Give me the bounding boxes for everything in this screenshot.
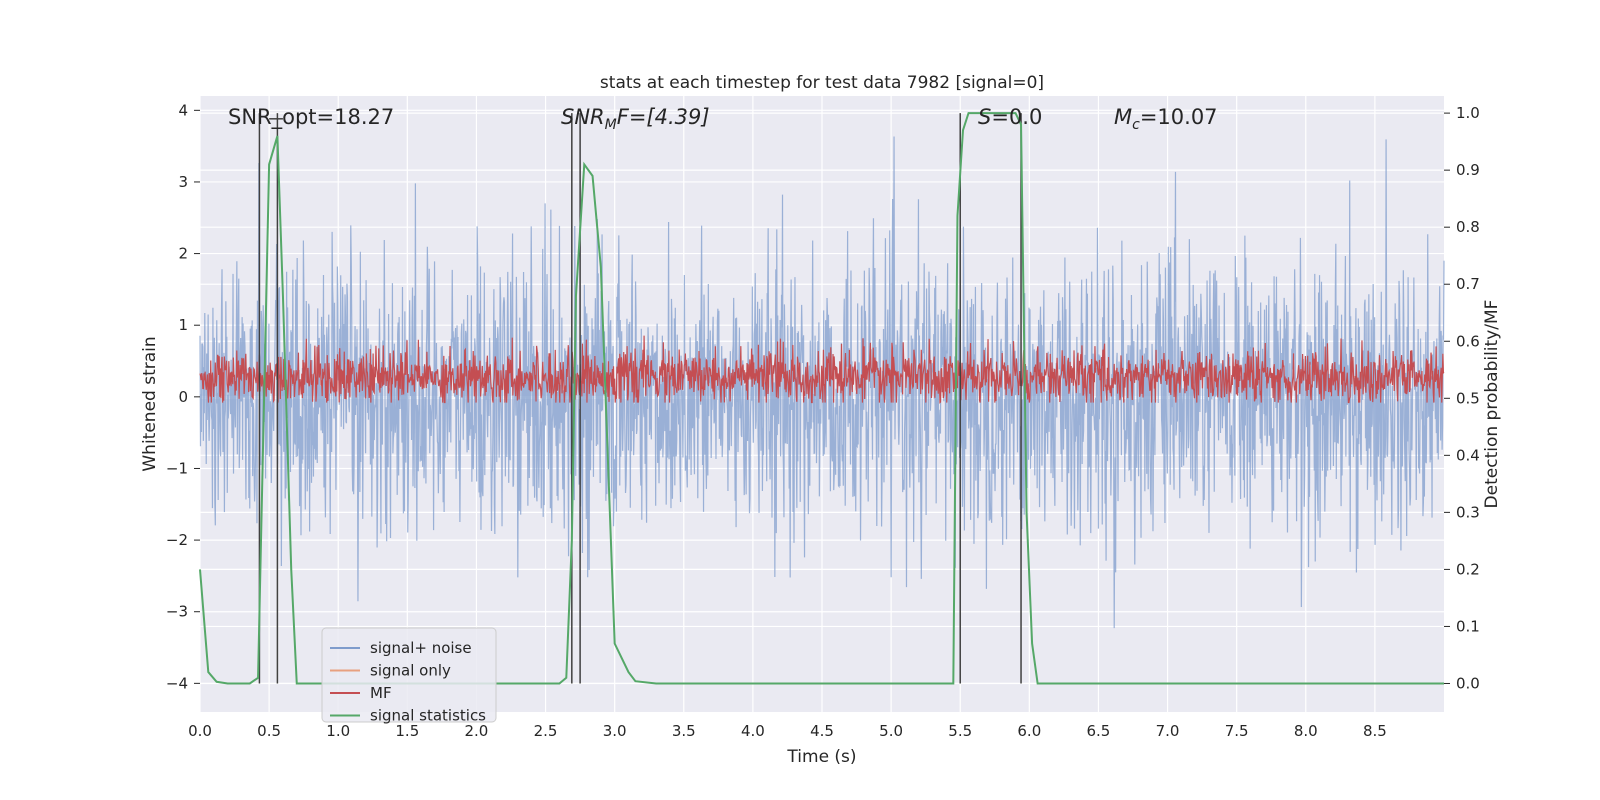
legend-label: MF	[370, 684, 392, 702]
left-y-axis-label: Whitened strain	[140, 336, 160, 471]
left-y-tick-label: −2	[166, 531, 188, 549]
right-y-tick-label: 0.6	[1456, 332, 1480, 350]
mf-line	[199, 335, 1445, 404]
right-y-tick-label: 0.3	[1456, 503, 1480, 521]
left-y-tick-label: 0	[178, 388, 188, 406]
x-tick-label: 1.0	[326, 722, 350, 740]
legend-label: signal statistics	[370, 707, 486, 725]
right-y-axis-label: Detection probability/MF	[1482, 300, 1502, 509]
left-y-tick-label: 3	[178, 173, 188, 191]
x-tick-label: 3.0	[603, 722, 627, 740]
x-tick-label: 3.5	[672, 722, 696, 740]
series-signal-plus-noise	[199, 136, 1445, 629]
left-y-tick-label: −4	[166, 674, 188, 692]
left-y-axis-ticks: 4 3 2 1 0 −1 −2 −3 −4	[166, 101, 200, 692]
annotation-s-rest: =0.0	[991, 105, 1042, 129]
x-tick-label: 5.5	[948, 722, 972, 740]
x-axis-label: Time (s)	[786, 747, 856, 767]
left-y-tick-label: 1	[178, 316, 188, 334]
x-tick-label: 2.0	[465, 722, 489, 740]
annotation-snr-mf: SNRMF=[4.39]	[561, 105, 710, 133]
x-tick-label: 2.5	[534, 722, 558, 740]
left-y-tick-label: −1	[166, 459, 188, 477]
right-y-tick-label: 0.9	[1456, 161, 1480, 179]
left-y-tick-label: 2	[178, 245, 188, 263]
series-mf	[199, 335, 1445, 404]
x-tick-label: 4.5	[810, 722, 834, 740]
x-tick-label: 6.5	[1087, 722, 1111, 740]
legend: signal+ noise signal only MF signal statist…	[321, 627, 497, 725]
annotation-s-italic: S	[978, 105, 991, 129]
x-tick-label: 7.0	[1156, 722, 1180, 740]
right-y-axis-ticks: 1.0 0.9 0.8 0.7 0.6 0.5 0.4 0.3 0.2 0.1 0.0	[1444, 104, 1480, 692]
legend-entries: signal+ noise signal only MF signal statist…	[330, 639, 486, 725]
annotation-snr-mf-sub: M	[605, 117, 617, 133]
x-axis-ticks: 0.0 0.5 1.0 1.5 2.0 2.5 3.0 3.5 4.0 4.5 5.0 5.5 6.0 6…	[188, 722, 1387, 740]
x-tick-label: 8.5	[1363, 722, 1387, 740]
signal-plus-noise-line	[199, 136, 1445, 629]
vertical-markers	[258, 113, 1022, 684]
plot-area	[199, 96, 1445, 712]
x-tick-label: 7.5	[1225, 722, 1249, 740]
right-y-tick-label: 0.1	[1456, 617, 1480, 635]
x-tick-label: 5.0	[879, 722, 903, 740]
legend-box	[321, 627, 497, 723]
series-signal-statistics	[199, 112, 1444, 685]
right-y-tick-label: 0.7	[1456, 275, 1480, 293]
x-tick-label: 6.0	[1017, 722, 1041, 740]
legend-label: signal+ noise	[370, 639, 472, 657]
annotation-mc: Mc=10.07	[1114, 105, 1218, 133]
x-tick-label: 0.0	[188, 722, 212, 740]
x-tick-label: 0.5	[257, 722, 281, 740]
left-y-tick-label: −3	[166, 603, 188, 621]
x-tick-label: 8.0	[1294, 722, 1318, 740]
annotation-snr-mf-rest: F=[4.39]	[617, 105, 710, 129]
right-y-tick-label: 0.5	[1456, 389, 1480, 407]
x-tick-label: 4.0	[741, 722, 765, 740]
right-y-tick-label: 0.8	[1456, 218, 1480, 236]
annotation-s: S=0.0	[978, 105, 1042, 129]
legend-label: signal only	[370, 662, 451, 680]
right-y-tick-label: 0.4	[1456, 446, 1480, 464]
signal-statistics-line	[199, 112, 1444, 685]
chart-title: stats at each timestep for test data 798…	[600, 73, 1044, 93]
annotation-snr-mf-main: SNR	[561, 105, 605, 129]
right-y-tick-label: 1.0	[1456, 104, 1480, 122]
annotation-mc-main: M	[1114, 105, 1132, 129]
right-y-tick-label: 0.0	[1456, 674, 1480, 692]
x-tick-label: 1.5	[395, 722, 419, 740]
left-y-tick-label: 4	[178, 101, 188, 119]
annotation-snr-opt: SNR_opt=18.27	[228, 105, 394, 130]
annotation-mc-sub: c	[1132, 117, 1140, 133]
annotation-mc-rest: =10.07	[1140, 105, 1218, 129]
right-y-tick-label: 0.2	[1456, 560, 1480, 578]
